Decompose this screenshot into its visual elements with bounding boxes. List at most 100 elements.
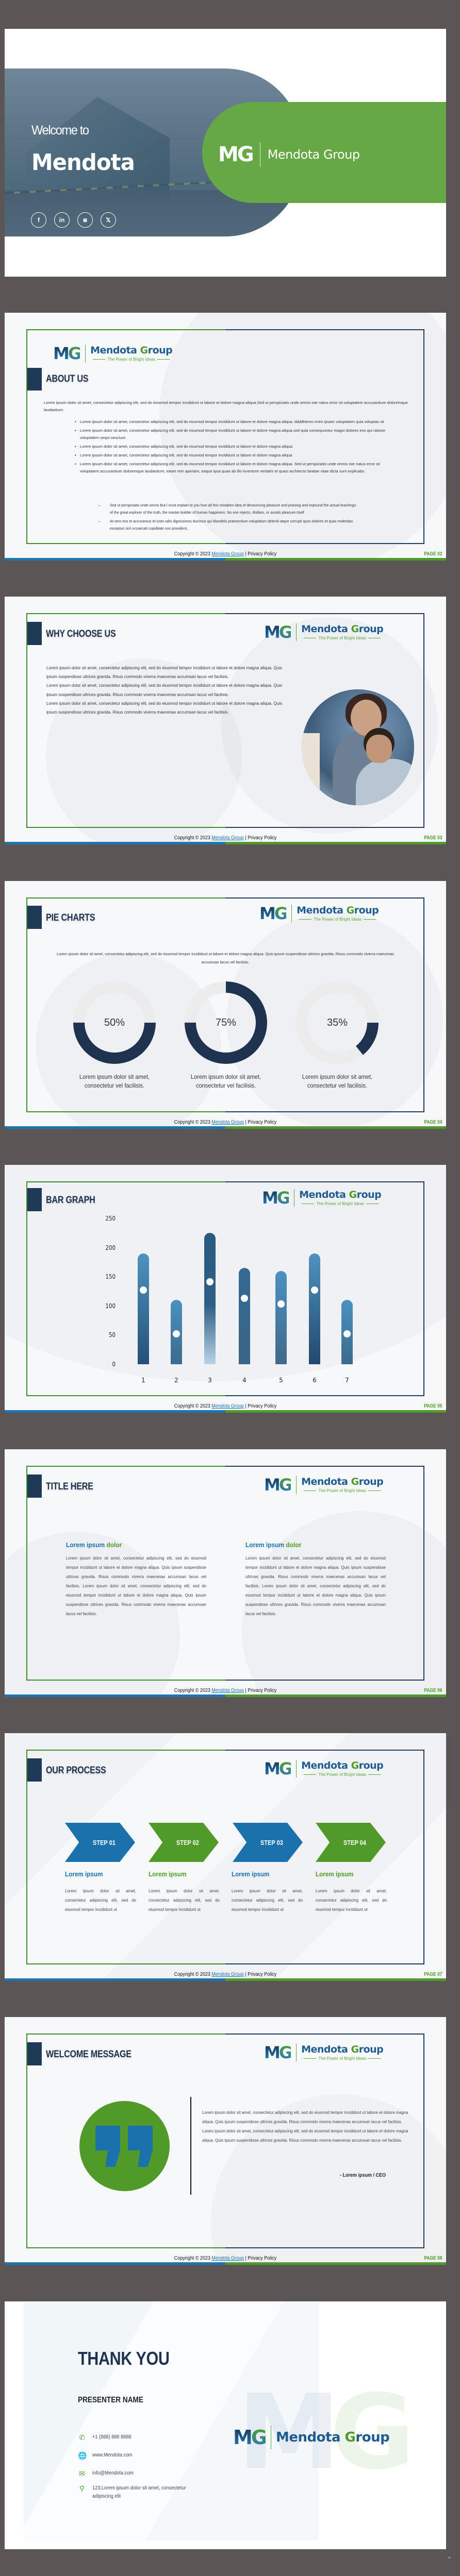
page-number: PAGE 07: [423, 1972, 442, 1977]
donut-value: 75%: [215, 1016, 237, 1028]
bar-2[interactable]: [171, 1300, 182, 1364]
divider-line: [190, 2097, 191, 2195]
slide-title: WHY CHOOSE US: [46, 629, 116, 639]
x-icon[interactable]: 𝕏: [101, 212, 116, 228]
slide-title: ABOUT US: [46, 374, 89, 384]
bottom-bar: [5, 1126, 446, 1129]
footer-copyright: Copyright © 2023 Mendota Group | Privacy…: [174, 551, 277, 557]
bottom-bar: [5, 1694, 446, 1697]
logo-wordmark: Mendota Group: [90, 344, 173, 356]
company-link[interactable]: Mendota Group: [211, 1972, 244, 1977]
list-item: Lorem ipsum dolor sit amet, consectetur …: [75, 452, 389, 459]
location-pin-icon: ⚲: [79, 2484, 85, 2493]
bottom-bar: [5, 558, 446, 561]
step-heading: Lorem ipsum: [316, 1870, 354, 1878]
y-axis-tick: 50: [109, 1331, 116, 1338]
corner-label: ch: [448, 2556, 451, 2560]
column-right: Lorem ipsum dolor Lorem ipsum dolor sit …: [245, 1541, 386, 1619]
page-number: PAGE 02: [423, 551, 442, 557]
y-axis-tick: 0: [112, 1361, 116, 1368]
logo-tagline: The Power of Bright Ideas: [299, 917, 376, 922]
instagram-icon[interactable]: ◙: [77, 212, 93, 228]
logo-divider: [296, 2044, 297, 2061]
company-link[interactable]: Mendota Group: [211, 1120, 244, 1125]
paragraph: Lorem ipsum dolor sit amet, consectetur …: [46, 666, 282, 680]
logo-divider: [85, 345, 86, 362]
x-axis-tick: 1: [141, 1377, 145, 1384]
step-heading: Lorem ipsum: [149, 1870, 187, 1878]
facebook-icon[interactable]: f: [31, 212, 46, 228]
globe-icon: 🌐: [78, 2451, 87, 2460]
logo-divider: [296, 1476, 297, 1494]
title-accent-block: [27, 2042, 42, 2065]
slide-frame: [26, 1466, 424, 1681]
step-heading: Lorem ipsum: [65, 1870, 103, 1878]
company-link[interactable]: Mendota Group: [211, 835, 244, 841]
quote-icon: [79, 2101, 170, 2191]
company-link[interactable]: Mendota Group: [211, 1688, 244, 1693]
step-body: Lorem ipsum dolor sit amet, consectetur …: [149, 1889, 220, 1912]
slide-title: TITLE HERE: [46, 1481, 93, 1492]
column-heading: Lorem ipsum dolor: [245, 1541, 302, 1549]
donut-chart-2: 75%: [185, 981, 267, 1064]
y-axis-tick: 100: [105, 1302, 116, 1310]
welcome-text: Welcome to: [31, 123, 89, 138]
x-axis-tick: 2: [174, 1377, 178, 1384]
bottom-bar: [5, 1410, 446, 1413]
contact-phone: ✆ +1 (888) 888 8888: [78, 2433, 201, 2442]
logo-wordmark: Mendota Group: [267, 147, 360, 162]
sub-item: – Sed ut perspiciatis unde omnis But I mu…: [98, 504, 356, 515]
company-link[interactable]: Mendota Group: [211, 551, 244, 557]
page-number: PAGE 08: [423, 2256, 442, 2261]
company-name: Mendota: [31, 149, 135, 176]
slide-frame: [26, 1750, 424, 1964]
bar-5[interactable]: [275, 1271, 287, 1364]
company-link[interactable]: Mendota Group: [211, 2256, 244, 2261]
bar-1[interactable]: [138, 1253, 149, 1364]
signature: - Lorem ipsum / CEO: [340, 2173, 386, 2178]
logo-wordmark: Mendota Group: [299, 1189, 382, 1200]
x-axis-tick: 5: [279, 1377, 283, 1384]
list-item: Lorem ipsum dolor sit amet, consectetur …: [75, 427, 389, 442]
bar-7[interactable]: [341, 1300, 353, 1364]
slide-frame: [26, 2033, 424, 2248]
logo-divider: [296, 1760, 297, 1777]
about-bullets: Lorem ipsum dolor sit amet, consectetur …: [75, 418, 389, 477]
column-body: Lorem ipsum dolor sit amet, consectetur …: [66, 1556, 206, 1617]
step-body: Lorem ipsum dolor sit amet, consectetur …: [232, 1889, 303, 1912]
presenter-name: PRESENTER NAME: [78, 2396, 143, 2404]
title-accent-block: [27, 906, 42, 929]
contact-address: ⚲ 123,Lorem ipsum dolor sit amet, consec…: [78, 2484, 201, 2501]
column-heading: Lorem ipsum dolor: [66, 1541, 122, 1549]
paragraph: Lorem ipsum dolor sit amet, consectetur …: [46, 701, 282, 715]
logo-wordmark: Mendota Group: [301, 623, 384, 635]
title-accent-block: [27, 622, 42, 645]
linkedin-icon[interactable]: in: [54, 212, 70, 228]
column-body: Lorem ipsum dolor sit amet, consectetur …: [245, 1556, 386, 1617]
contact-website: 🌐 www.Mendota.com: [78, 2451, 133, 2460]
company-link[interactable]: Mendota Group: [211, 1403, 244, 1409]
donut-caption: Lorem ipsum dolor sit amet, consectetur …: [190, 1073, 261, 1090]
slide-title: PIE CHARTS: [46, 912, 95, 923]
bar-4[interactable]: [239, 1268, 250, 1364]
page-number: PAGE 05: [423, 1403, 442, 1409]
logo-tagline: The Power of Bright Ideas: [304, 1772, 381, 1777]
y-axis-tick: 250: [105, 1215, 116, 1222]
bar-6[interactable]: [309, 1253, 320, 1364]
bar-3[interactable]: [204, 1233, 216, 1364]
